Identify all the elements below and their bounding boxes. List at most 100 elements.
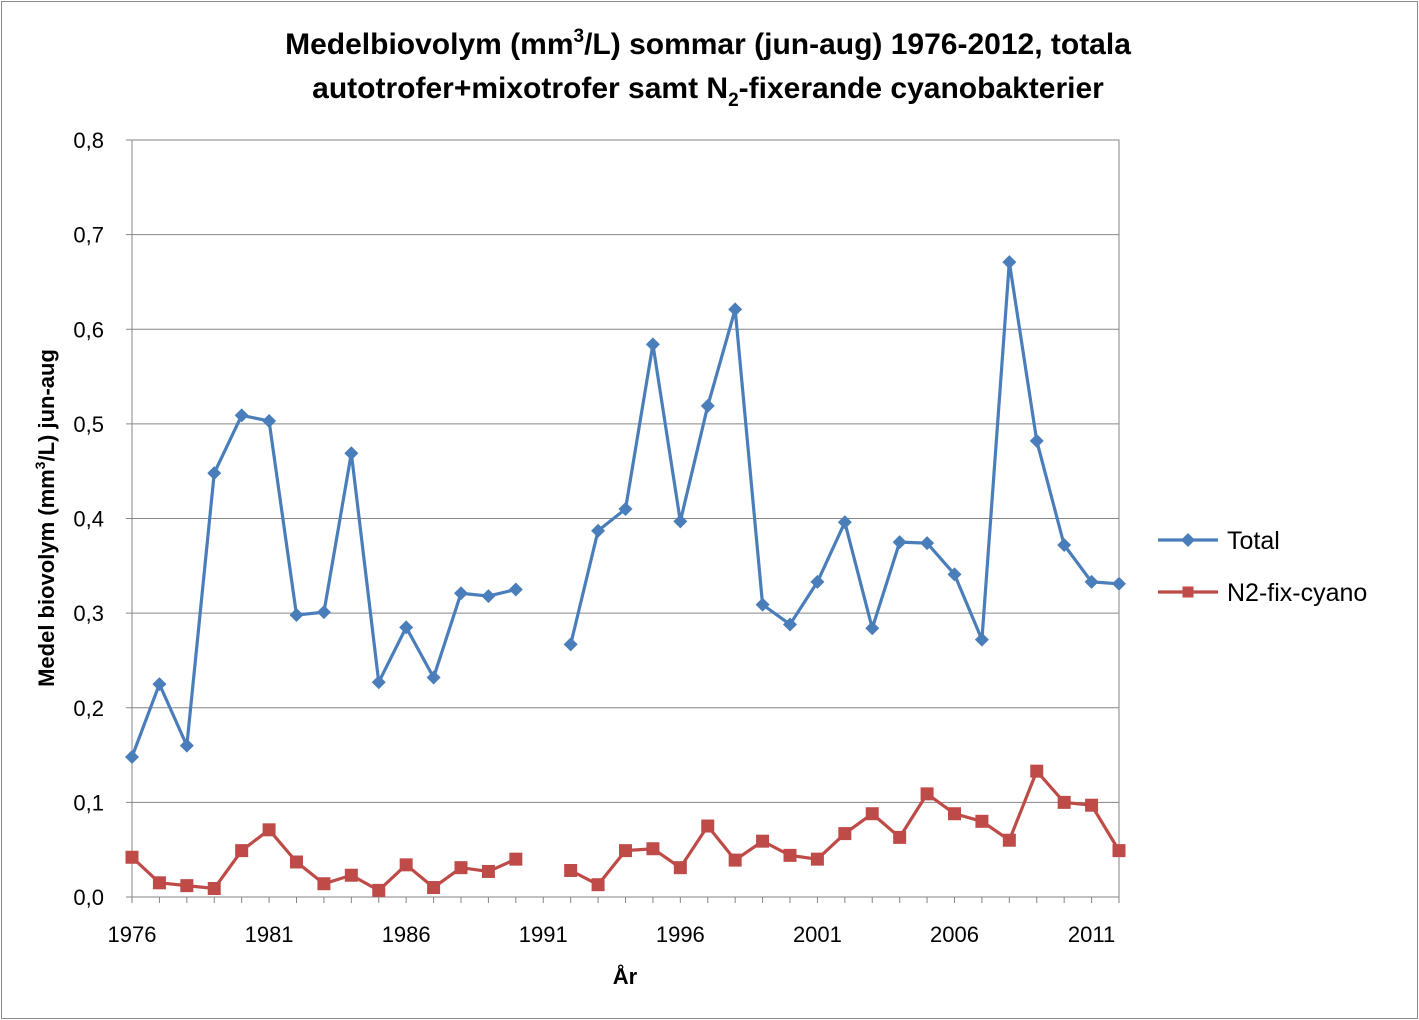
- data-point: [317, 877, 331, 891]
- data-point: [207, 881, 221, 895]
- legend-item: N2-fix-cyano: [1158, 579, 1367, 607]
- data-point: [728, 302, 743, 317]
- data-point: [125, 749, 139, 764]
- legend-label: Total: [1227, 527, 1280, 555]
- data-point: [619, 844, 632, 858]
- data-point: [180, 879, 194, 893]
- data-point: [1002, 255, 1017, 270]
- legend-label: N2-fix-cyano: [1227, 579, 1367, 607]
- data-point: [728, 853, 742, 867]
- data-series: [125, 255, 1126, 897]
- data-point: [1112, 576, 1126, 591]
- y-tick-label: 0,3: [73, 601, 104, 626]
- data-point: [838, 827, 852, 841]
- y-tick-label: 0,4: [73, 507, 104, 532]
- y-tick-label: 0,1: [73, 790, 104, 815]
- data-point: [755, 597, 770, 612]
- data-point: [481, 864, 495, 878]
- data-point: [179, 738, 194, 753]
- y-tick-label: 0,7: [73, 223, 104, 248]
- data-point: [783, 848, 797, 862]
- legend: Total N2-fix-cyano: [1158, 527, 1367, 607]
- data-point: [1002, 833, 1016, 847]
- data-point: [152, 876, 166, 890]
- y-tick-label: 0,8: [73, 128, 104, 153]
- series-line: [130, 413, 517, 758]
- data-point: [1057, 795, 1071, 809]
- data-point: [974, 632, 989, 647]
- data-point: [920, 536, 935, 551]
- y-tick-label: 0,6: [73, 317, 104, 342]
- data-point: [1030, 764, 1044, 778]
- data-point: [975, 814, 989, 828]
- data-point: [673, 514, 688, 529]
- data-point: [783, 617, 797, 632]
- data-point: [399, 858, 413, 872]
- chart-title-line-2: autotrofer+mixotrofer samt N2-fixerande …: [312, 72, 1104, 111]
- data-point: [673, 861, 687, 875]
- data-point: [865, 621, 880, 636]
- gridlines: [132, 234, 1119, 803]
- data-point: [289, 608, 304, 623]
- legend-item: Total: [1158, 527, 1280, 555]
- data-point: [508, 582, 523, 597]
- y-tick-label: 0,5: [73, 412, 104, 437]
- y-axis-ticks: 0,0 0,1 0,2 0,3 0,4 0,5 0,6 0,7 0,8: [73, 128, 132, 910]
- data-point: [371, 675, 386, 690]
- x-tick-label: 1986: [382, 922, 431, 947]
- x-tick-label: 1976: [108, 922, 157, 947]
- series-n2-fix-cyano: [125, 764, 1126, 897]
- data-point: [344, 868, 358, 882]
- data-point: [454, 586, 468, 601]
- data-point: [125, 850, 139, 864]
- data-point: [344, 446, 359, 461]
- data-point: [920, 787, 934, 801]
- data-point: [372, 883, 386, 897]
- data-point: [152, 677, 167, 692]
- data-point: [948, 807, 961, 821]
- data-point: [454, 861, 468, 875]
- data-point: [645, 337, 660, 352]
- data-point: [1085, 798, 1099, 812]
- data-point: [1112, 844, 1126, 858]
- data-point: [1029, 433, 1044, 448]
- data-point: [837, 515, 852, 530]
- x-tick-label: 1996: [656, 922, 705, 947]
- data-point: [262, 414, 277, 429]
- series-line: [569, 260, 1120, 645]
- data-point: [509, 852, 523, 866]
- legend-marker: [1181, 533, 1195, 547]
- data-point: [207, 466, 222, 481]
- series-total: [125, 255, 1126, 764]
- data-point: [290, 855, 303, 869]
- data-point: [316, 605, 331, 620]
- data-point: [481, 589, 496, 604]
- data-point: [646, 842, 660, 856]
- y-axis-label: Medel biovolym (mm3/L) jun-aug: [32, 349, 59, 687]
- data-point: [618, 502, 633, 517]
- x-tick-label: 2001: [793, 922, 842, 947]
- data-point: [892, 535, 907, 550]
- data-point: [235, 844, 249, 858]
- data-point: [591, 878, 605, 892]
- x-tick-label: 1981: [245, 922, 294, 947]
- x-tick-label: 2011: [1068, 922, 1115, 947]
- y-tick-label: 0,0: [73, 885, 104, 910]
- data-point: [947, 567, 962, 582]
- data-point: [810, 852, 824, 866]
- data-point: [865, 807, 879, 821]
- data-point: [591, 523, 606, 538]
- data-point: [563, 637, 578, 652]
- data-point: [399, 620, 414, 635]
- x-axis-ticks: 1976 1981 1986 1991 1996 2001 2006 2011: [108, 897, 1120, 947]
- data-point: [810, 574, 825, 589]
- data-point: [756, 834, 770, 848]
- data-point: [701, 819, 715, 833]
- y-tick-label: 0,2: [73, 696, 104, 721]
- x-tick-label: 1991: [519, 922, 568, 947]
- legend-marker: [1182, 586, 1194, 598]
- data-point: [700, 398, 715, 413]
- data-point: [234, 408, 249, 423]
- data-point: [426, 670, 441, 685]
